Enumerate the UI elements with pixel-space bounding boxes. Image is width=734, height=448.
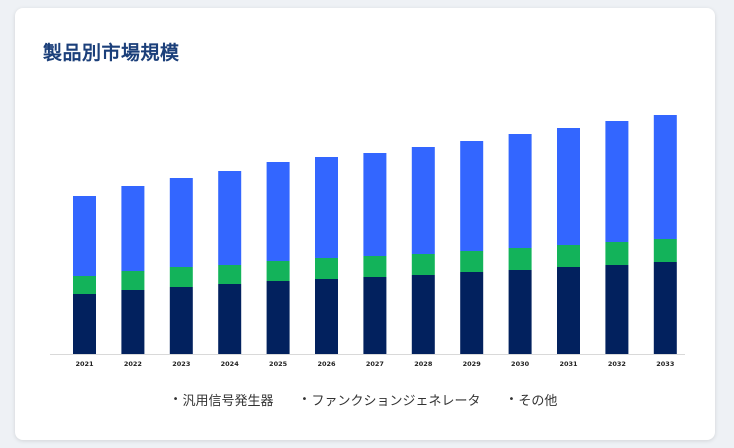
legend-label: ファンクションジェネレータ — [311, 394, 481, 409]
bar-segment-2030-series-2 — [508, 248, 532, 270]
x-tick-label-2027: 2027 — [366, 360, 384, 368]
chart-card: 製品別市場規模 2021 2022 2023 2024 2025 2026 2027 2028… — [15, 8, 715, 440]
bar-segment-2029-series-3 — [460, 141, 484, 251]
bar-segment-2032-series-2 — [605, 242, 629, 265]
bar-segment-2021-series-3 — [73, 196, 96, 276]
bar-segment-2023-series-1 — [169, 287, 193, 354]
legend-bullet-icon: • — [508, 394, 515, 405]
bar-segment-2033-series-3 — [653, 115, 677, 239]
bar-segment-2032-series-3 — [605, 121, 629, 242]
x-tick-label-2028: 2028 — [414, 360, 433, 368]
bar-segment-2024-series-1 — [218, 284, 242, 354]
bar-segment-2028-series-1 — [411, 275, 435, 354]
bar-segment-2030-series-1 — [508, 270, 532, 354]
x-tick-label-2025: 2025 — [269, 360, 288, 368]
legend-label: その他 — [518, 394, 558, 409]
legend-item-3: • その他 — [508, 390, 557, 409]
bar-segment-2031-series-2 — [557, 245, 580, 267]
bar-segment-2024-series-3 — [218, 171, 242, 265]
bar-segment-2026-series-3 — [315, 157, 338, 258]
x-tick-label-2029: 2029 — [463, 360, 482, 368]
legend-bullet-icon: • — [301, 394, 308, 405]
bar-segment-2028-series-3 — [411, 147, 435, 254]
bar-segment-2027-series-3 — [363, 153, 387, 256]
x-tick-label-2030: 2030 — [511, 360, 530, 368]
bar-segment-2025-series-3 — [266, 162, 290, 261]
bar-segment-2029-series-1 — [460, 272, 484, 354]
bar-segment-2031-series-1 — [557, 267, 580, 354]
bar-segment-2022-series-2 — [121, 271, 145, 290]
x-tick-label-2026: 2026 — [317, 360, 336, 368]
legend-bullet-icon: • — [172, 394, 179, 405]
x-tick-label-2024: 2024 — [221, 360, 240, 368]
bar-segment-2033-series-2 — [653, 239, 677, 262]
bar-segment-2021-series-2 — [73, 276, 96, 294]
bar-segment-2025-series-2 — [266, 261, 290, 281]
bar-segment-2024-series-2 — [218, 265, 242, 284]
bar-segment-2026-series-1 — [315, 279, 338, 354]
x-tick-label-2021: 2021 — [75, 360, 94, 368]
bar-segment-2030-series-3 — [508, 134, 532, 248]
x-tick-label-2033: 2033 — [656, 360, 674, 368]
bar-segment-2022-series-1 — [121, 290, 145, 354]
x-tick-label-2023: 2023 — [172, 360, 190, 368]
bar-segment-2023-series-3 — [169, 178, 193, 267]
bar-segment-2032-series-1 — [605, 265, 629, 354]
bar-segment-2021-series-1 — [73, 294, 96, 354]
legend-item-1: • 汎用信号発生器 — [173, 390, 274, 409]
bar-segment-2027-series-1 — [363, 277, 387, 354]
bar-segment-2025-series-1 — [266, 281, 290, 354]
legend-label: 汎用信号発生器 — [182, 394, 274, 409]
stacked-bar-chart: 2021 2022 2023 2024 2025 2026 2027 2028 2029 2030… — [50, 115, 685, 368]
bar-segment-2031-series-3 — [557, 128, 580, 245]
chart-title: 製品別市場規模 — [43, 42, 180, 64]
bar-segment-2028-series-2 — [411, 254, 435, 275]
x-tick-label-2022: 2022 — [124, 360, 142, 368]
bar-segment-2033-series-1 — [653, 262, 677, 354]
legend-item-2: • ファンクションジェネレータ — [302, 390, 481, 409]
bar-segment-2027-series-2 — [363, 256, 387, 277]
chart-legend: • 汎用信号発生器 • ファンクションジェネレータ • その他 — [15, 390, 715, 409]
x-tick-label-2032: 2032 — [608, 360, 626, 368]
bar-segment-2029-series-2 — [460, 251, 484, 272]
bar-segment-2026-series-2 — [315, 258, 338, 279]
x-tick-label-2031: 2031 — [559, 360, 578, 368]
bar-segment-2023-series-2 — [169, 267, 193, 287]
bar-segment-2022-series-3 — [121, 186, 145, 271]
